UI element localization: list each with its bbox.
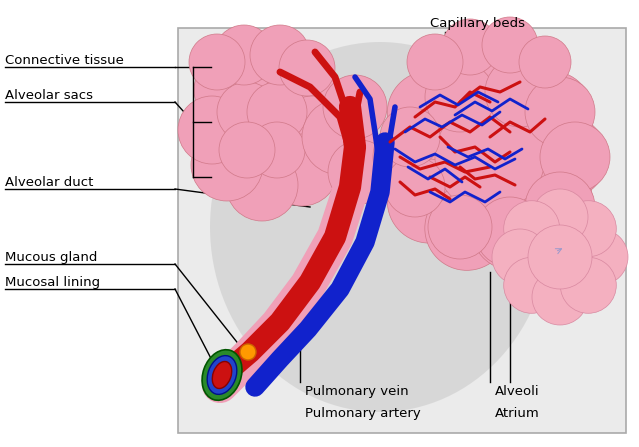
Text: Alveoli: Alveoli <box>495 385 539 398</box>
Circle shape <box>471 44 555 128</box>
Circle shape <box>323 75 387 139</box>
Circle shape <box>523 115 607 199</box>
Circle shape <box>525 172 595 242</box>
Circle shape <box>528 225 592 289</box>
Circle shape <box>540 122 610 192</box>
Circle shape <box>509 71 593 155</box>
Text: Mucous gland: Mucous gland <box>5 251 97 264</box>
Circle shape <box>194 52 270 128</box>
Circle shape <box>407 34 463 90</box>
Circle shape <box>471 186 555 270</box>
Circle shape <box>482 17 538 73</box>
Circle shape <box>302 99 378 175</box>
Circle shape <box>229 37 305 113</box>
Circle shape <box>504 201 560 257</box>
Circle shape <box>519 36 571 88</box>
Circle shape <box>214 25 274 85</box>
Circle shape <box>191 129 263 201</box>
Circle shape <box>266 134 338 206</box>
Circle shape <box>425 62 495 132</box>
Circle shape <box>485 57 555 127</box>
Circle shape <box>425 186 509 270</box>
Text: Pulmonary artery: Pulmonary artery <box>305 407 420 420</box>
Circle shape <box>278 96 346 164</box>
Circle shape <box>492 229 548 285</box>
Text: Alveolar sacs: Alveolar sacs <box>5 89 93 102</box>
Circle shape <box>509 159 593 243</box>
Circle shape <box>385 157 445 217</box>
Circle shape <box>328 140 392 204</box>
Circle shape <box>373 115 457 199</box>
Circle shape <box>442 19 498 75</box>
Circle shape <box>266 56 338 128</box>
Ellipse shape <box>207 356 237 394</box>
Circle shape <box>504 257 560 313</box>
Circle shape <box>560 257 616 313</box>
Circle shape <box>572 229 628 285</box>
Circle shape <box>189 34 245 90</box>
Circle shape <box>532 189 588 245</box>
Ellipse shape <box>212 362 232 388</box>
Circle shape <box>217 82 277 142</box>
Circle shape <box>560 201 616 257</box>
Circle shape <box>428 195 492 259</box>
Circle shape <box>425 44 509 128</box>
Circle shape <box>279 40 335 96</box>
Circle shape <box>435 102 545 212</box>
Text: Atrium: Atrium <box>495 407 540 420</box>
Circle shape <box>387 159 472 243</box>
Circle shape <box>226 149 298 221</box>
Bar <box>178 28 626 433</box>
Circle shape <box>247 82 307 142</box>
Circle shape <box>532 269 588 325</box>
Circle shape <box>380 107 440 167</box>
Text: Alveolar duct: Alveolar duct <box>5 176 93 189</box>
Ellipse shape <box>210 42 550 412</box>
Circle shape <box>178 96 246 164</box>
Text: Mucosal lining: Mucosal lining <box>5 276 100 289</box>
Circle shape <box>240 344 256 360</box>
Circle shape <box>250 25 310 85</box>
Circle shape <box>525 77 595 147</box>
Ellipse shape <box>202 350 242 400</box>
Text: Connective tissue: Connective tissue <box>5 54 124 67</box>
Circle shape <box>387 71 472 155</box>
Circle shape <box>219 122 275 178</box>
Text: Pulmonary vein: Pulmonary vein <box>305 385 408 398</box>
Circle shape <box>475 197 545 267</box>
Circle shape <box>217 85 307 175</box>
Text: Capillary beds: Capillary beds <box>430 17 525 30</box>
Circle shape <box>249 122 305 178</box>
